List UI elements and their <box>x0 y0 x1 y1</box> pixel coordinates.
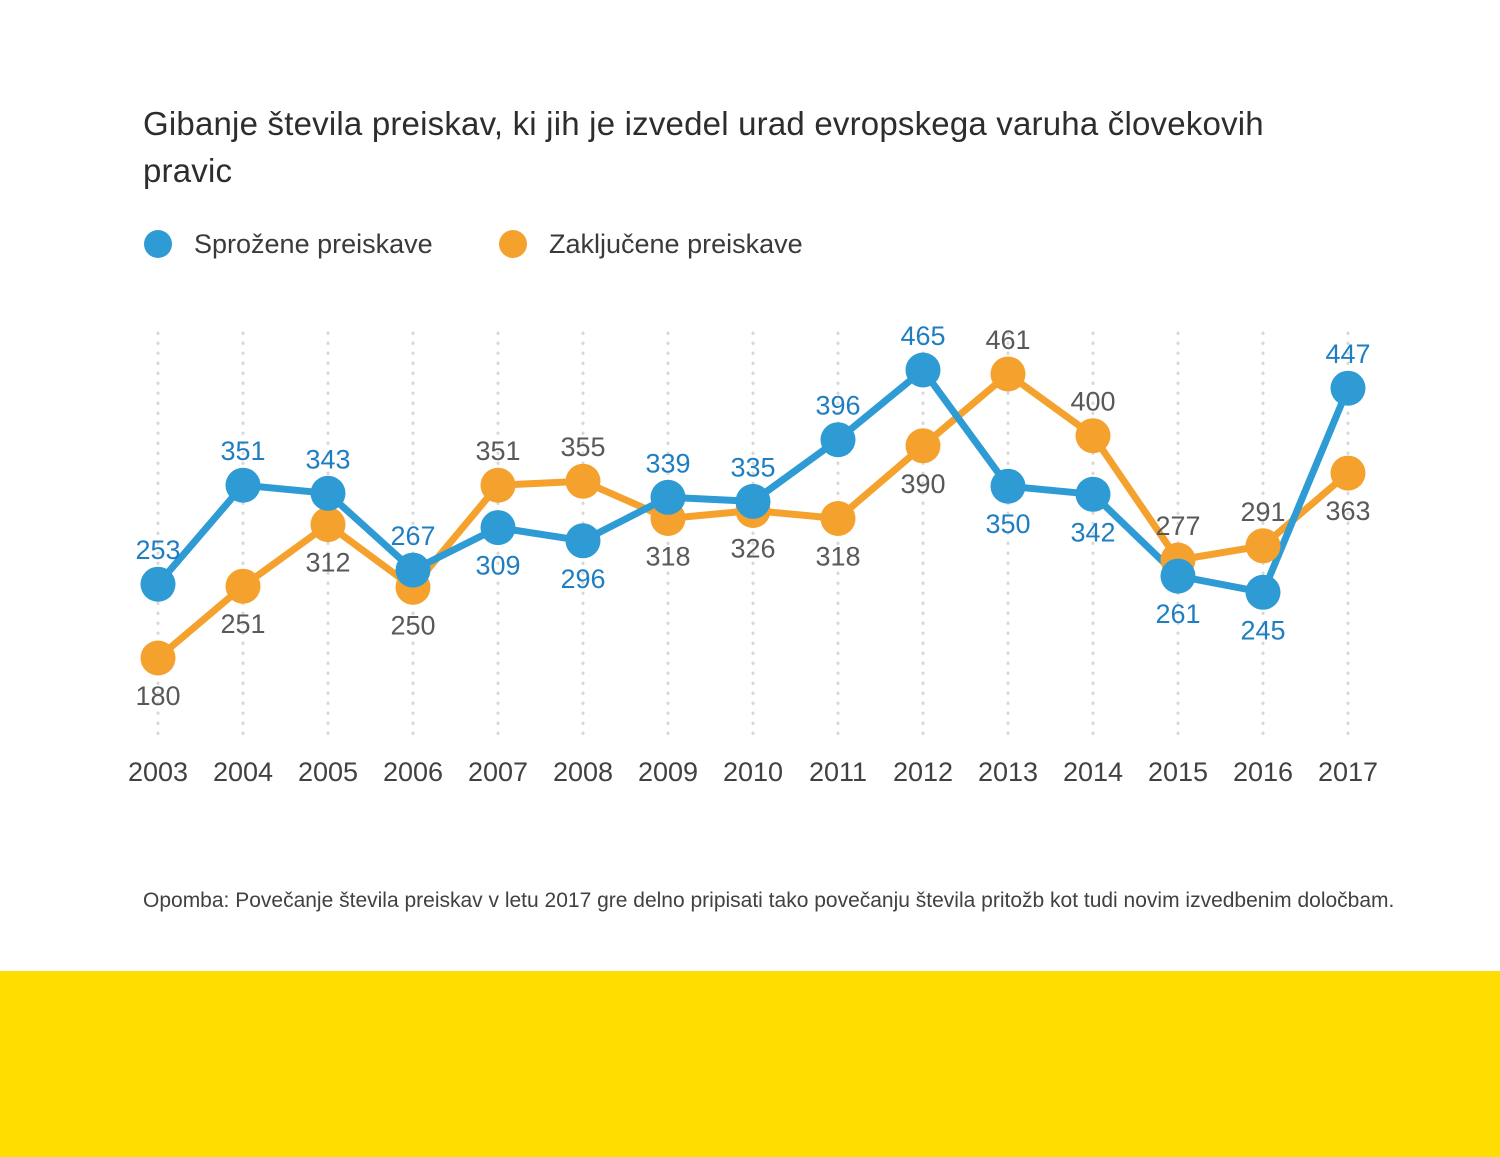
data-point-sprozene <box>565 523 601 559</box>
data-point-zakljucene <box>1245 528 1281 564</box>
data-point-sprozene <box>735 483 771 519</box>
legend-dot-orange-icon <box>499 230 527 258</box>
data-label-zakljucene: 326 <box>730 534 775 564</box>
data-label-sprozene: 335 <box>730 452 775 482</box>
data-label-sprozene: 343 <box>305 444 350 474</box>
data-label-zakljucene: 363 <box>1325 496 1370 526</box>
legend-label-sprozene: Sprožene preiskave <box>194 228 433 259</box>
legend-label-zakljucene: Zaključene preiskave <box>549 228 803 259</box>
x-axis-label: 2006 <box>383 757 443 787</box>
x-axis-label: 2017 <box>1318 757 1378 787</box>
data-label-zakljucene: 180 <box>135 681 180 711</box>
data-point-sprozene <box>1160 558 1196 594</box>
data-point-sprozene <box>140 566 176 602</box>
legend: Sprožene preiskave Zaključene preiskave <box>0 228 1500 262</box>
data-label-zakljucene: 250 <box>390 610 435 640</box>
data-point-sprozene <box>1330 370 1366 406</box>
x-axis-label: 2005 <box>298 757 358 787</box>
data-label-zakljucene: 355 <box>560 432 605 462</box>
data-label-zakljucene: 318 <box>645 542 690 572</box>
data-point-sprozene <box>225 467 261 503</box>
data-label-sprozene: 253 <box>135 535 180 565</box>
data-point-sprozene <box>480 510 516 546</box>
data-point-sprozene <box>395 552 431 588</box>
data-point-sprozene <box>820 422 856 458</box>
data-label-sprozene: 465 <box>900 321 945 351</box>
x-axis-label: 2010 <box>723 757 783 787</box>
data-label-sprozene: 350 <box>985 509 1030 539</box>
data-point-zakljucene <box>905 428 941 464</box>
footer-band: Evropski varuh človekovih pravic www.omb… <box>0 971 1500 1157</box>
data-label-sprozene: 342 <box>1070 517 1115 547</box>
data-point-sprozene <box>905 352 941 388</box>
x-axis-label: 2004 <box>213 757 273 787</box>
x-axis-label: 2011 <box>809 757 867 787</box>
data-label-zakljucene: 277 <box>1155 511 1200 541</box>
data-point-sprozene <box>1245 574 1281 610</box>
chart-note: Opomba: Povečanje števila preiskav v let… <box>143 889 1395 912</box>
data-point-sprozene <box>1075 476 1111 512</box>
data-point-zakljucene <box>990 356 1026 392</box>
chart-title: Gibanje števila preiskav, ki jih je izve… <box>143 105 1264 189</box>
x-axis-label: 2012 <box>893 757 953 787</box>
legend-item-zakljucene: Zaključene preiskave <box>499 228 803 260</box>
data-point-zakljucene <box>480 467 516 503</box>
data-label-zakljucene: 461 <box>985 325 1030 355</box>
legend-dot-blue-icon <box>144 230 172 258</box>
data-label-zakljucene: 291 <box>1240 497 1285 527</box>
x-axis-label: 2007 <box>468 757 528 787</box>
data-label-zakljucene: 318 <box>815 542 860 572</box>
data-label-sprozene: 447 <box>1325 339 1370 369</box>
data-point-zakljucene <box>225 568 261 604</box>
data-label-sprozene: 309 <box>475 551 520 581</box>
x-axis-label: 2016 <box>1233 757 1293 787</box>
data-label-sprozene: 351 <box>220 436 265 466</box>
x-axis-label: 2009 <box>638 757 698 787</box>
data-point-zakljucene <box>1075 418 1111 454</box>
data-label-zakljucene: 400 <box>1070 387 1115 417</box>
x-axis-label: 2015 <box>1148 757 1208 787</box>
data-label-sprozene: 261 <box>1155 599 1200 629</box>
x-axis-label: 2008 <box>553 757 613 787</box>
data-label-sprozene: 267 <box>390 521 435 551</box>
data-point-sprozene <box>990 468 1026 504</box>
x-axis-label: 2013 <box>978 757 1038 787</box>
data-label-zakljucene: 251 <box>220 609 265 639</box>
data-label-zakljucene: 390 <box>900 469 945 499</box>
x-axis-label: 2014 <box>1063 757 1123 787</box>
data-label-sprozene: 339 <box>645 448 690 478</box>
data-point-zakljucene <box>565 463 601 499</box>
legend-item-sprozene: Sprožene preiskave <box>144 228 433 260</box>
data-label-sprozene: 396 <box>815 391 860 421</box>
data-label-zakljucene: 351 <box>475 436 520 466</box>
data-point-zakljucene <box>310 507 346 543</box>
data-point-zakljucene <box>820 501 856 536</box>
x-axis-label: 2003 <box>128 757 188 787</box>
data-label-zakljucene: 312 <box>305 548 350 578</box>
data-point-zakljucene <box>1330 455 1366 491</box>
data-point-zakljucene <box>140 640 176 676</box>
data-point-sprozene <box>310 475 346 511</box>
data-label-sprozene: 296 <box>560 564 605 594</box>
data-point-sprozene <box>650 479 686 515</box>
data-label-sprozene: 245 <box>1240 615 1285 645</box>
